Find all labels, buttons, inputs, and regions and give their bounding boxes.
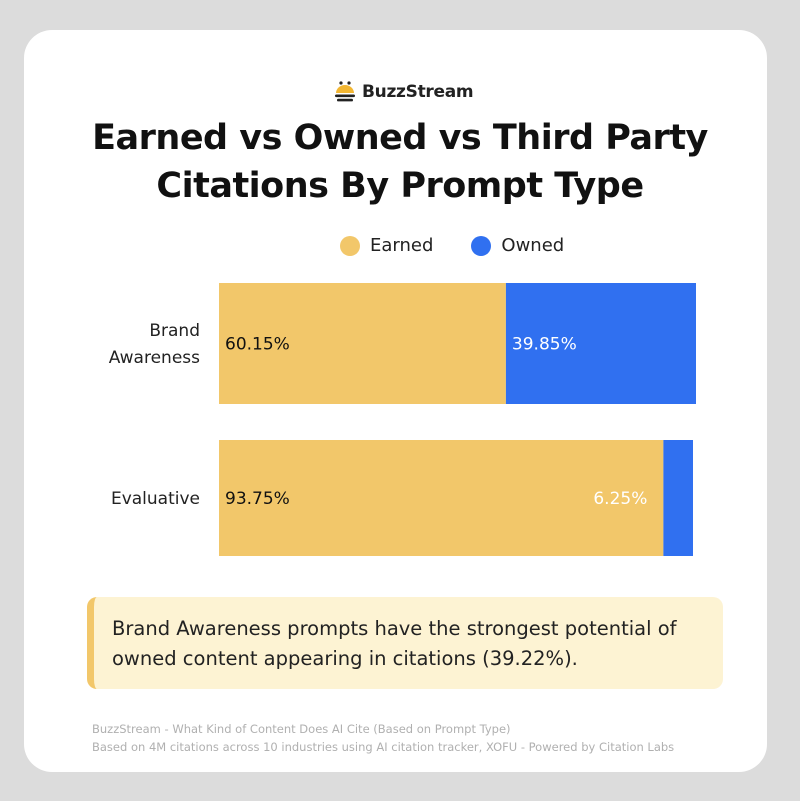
callout-line-1: Brand Awareness prompts have the stronge…	[112, 617, 677, 640]
title-line-1: Earned vs Owned vs Third Party	[92, 118, 708, 158]
bar-owned	[663, 440, 693, 556]
chart-title: Earned vs Owned vs Third Party Citations…	[0, 114, 800, 210]
data-label-earned: 93.75%	[225, 489, 290, 509]
legend: Earned Owned	[340, 235, 602, 256]
data-label-earned: 60.15%	[225, 335, 290, 355]
legend-owned-label: Owned	[501, 235, 565, 256]
brand-logo: BuzzStream	[334, 80, 474, 104]
bar-earned	[219, 283, 506, 404]
title-line-2: Citations By Prompt Type	[156, 166, 644, 206]
category-label: Brand	[149, 321, 200, 341]
legend-earned-label: Earned	[370, 235, 434, 256]
footer-line-1: BuzzStream - What Kind of Content Does A…	[92, 722, 511, 736]
callout-line-2: owned content appearing in citations (39…	[112, 647, 578, 670]
data-label-owned: 39.85%	[512, 335, 577, 355]
legend-earned-swatch	[340, 235, 360, 256]
legend-earned: Earned	[340, 235, 433, 256]
category-label: Awareness	[109, 348, 200, 368]
legend-owned: Owned	[471, 235, 564, 256]
bee-icon	[335, 81, 355, 102]
legend-owned-swatch	[471, 235, 492, 256]
footer-source: BuzzStream - What Kind of Content Does A…	[92, 720, 674, 756]
insight-callout: Brand Awareness prompts have the stronge…	[87, 597, 723, 689]
bar-owned	[505, 283, 696, 404]
bar-earned	[219, 440, 664, 556]
brand-name: BuzzStream	[362, 82, 474, 102]
category-label: Evaluative	[111, 489, 200, 509]
footer-line-2: Based on 4M citations across 10 industri…	[92, 740, 675, 754]
data-label-owned: 6.25%	[593, 489, 647, 509]
